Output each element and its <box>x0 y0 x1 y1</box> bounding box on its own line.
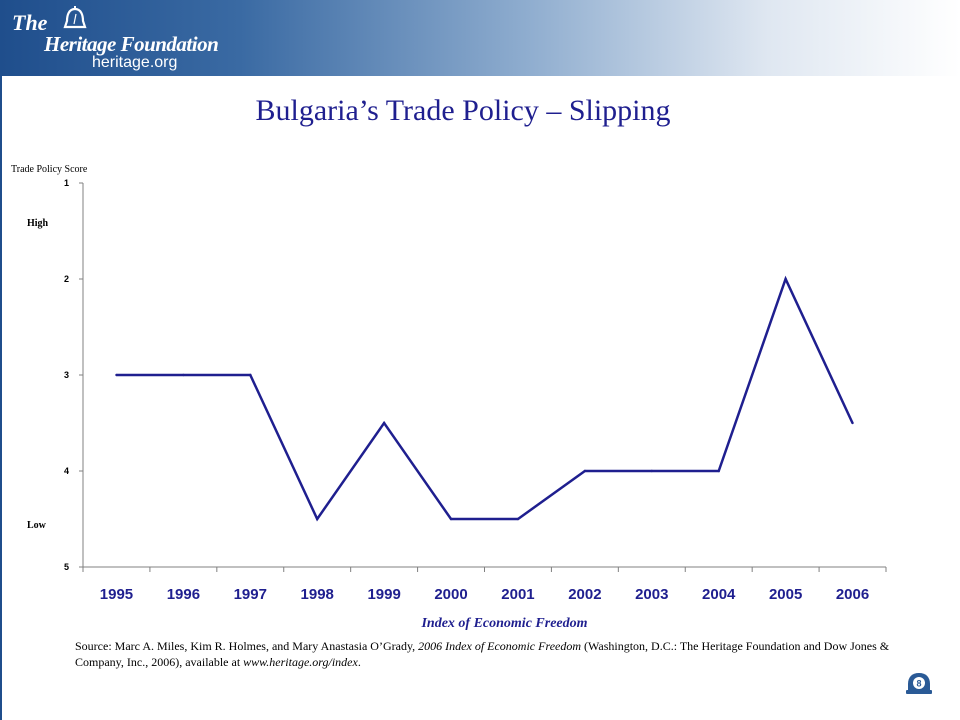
data-point <box>717 469 720 473</box>
x-tick-label: 1999 <box>367 586 400 603</box>
x-tick-label: 1998 <box>301 586 334 603</box>
heritage-logo[interactable]: The Heritage Foundation heritage.org <box>8 6 219 72</box>
y-high-label: High <box>27 218 49 229</box>
data-point <box>249 373 252 377</box>
slide-title: Bulgaria’s Trade Policy – Slipping <box>255 94 671 127</box>
y-tick-label: 2 <box>64 274 69 284</box>
data-point <box>784 277 787 281</box>
source-note: Source: Marc A. Miles, Kim R. Holmes, an… <box>75 638 905 670</box>
data-point <box>851 421 854 425</box>
x-tick-label: 2000 <box>434 586 467 603</box>
x-tick-label: 1996 <box>167 586 200 603</box>
y-axis-title: Trade Policy Score <box>11 164 88 175</box>
source-middle: (Washington, D.C.: The Heritage Foundati… <box>75 639 890 669</box>
x-tick-label: 2001 <box>501 586 534 603</box>
data-point <box>182 373 185 377</box>
liberty-bell-icon <box>63 6 87 29</box>
x-tick-label: 1995 <box>100 586 133 603</box>
x-tick-label: 2003 <box>635 586 668 603</box>
x-tick-label: 2004 <box>702 586 736 603</box>
data-point <box>316 517 319 521</box>
page-number-badge: 8 <box>906 673 932 694</box>
data-point <box>516 517 520 521</box>
data-point <box>583 469 587 473</box>
source-prefix: Source: Marc A. Miles, Kim R. Holmes, an… <box>75 639 419 653</box>
y-tick-label: 1 <box>64 178 69 188</box>
data-point <box>115 373 118 377</box>
page-number: 8 <box>916 679 921 689</box>
logo-name: Heritage Foundation <box>44 32 219 56</box>
logo-url: heritage.org <box>92 54 178 71</box>
series-line <box>116 275 854 522</box>
x-tick-label: 2005 <box>769 586 802 603</box>
left-rule <box>0 76 2 720</box>
x-axis-title: Index of Economic Freedom <box>420 616 587 631</box>
data-point <box>650 469 653 473</box>
header-banner <box>0 0 960 76</box>
y-tick-label: 3 <box>64 370 69 380</box>
logo-the: The <box>12 10 48 35</box>
x-tick-label: 2002 <box>568 586 601 603</box>
x-tick-label: 2006 <box>836 586 869 603</box>
y-low-label: Low <box>27 520 47 531</box>
x-tick-label: 1997 <box>234 586 267 603</box>
data-point <box>449 517 453 521</box>
y-tick-label: 5 <box>64 562 69 572</box>
source-suffix: . <box>357 655 361 669</box>
y-tick-label: 4 <box>64 466 69 476</box>
source-url[interactable]: www.heritage.org/index <box>243 655 358 669</box>
source-book: 2006 Index of Economic Freedom <box>418 639 582 653</box>
data-point <box>382 421 386 425</box>
